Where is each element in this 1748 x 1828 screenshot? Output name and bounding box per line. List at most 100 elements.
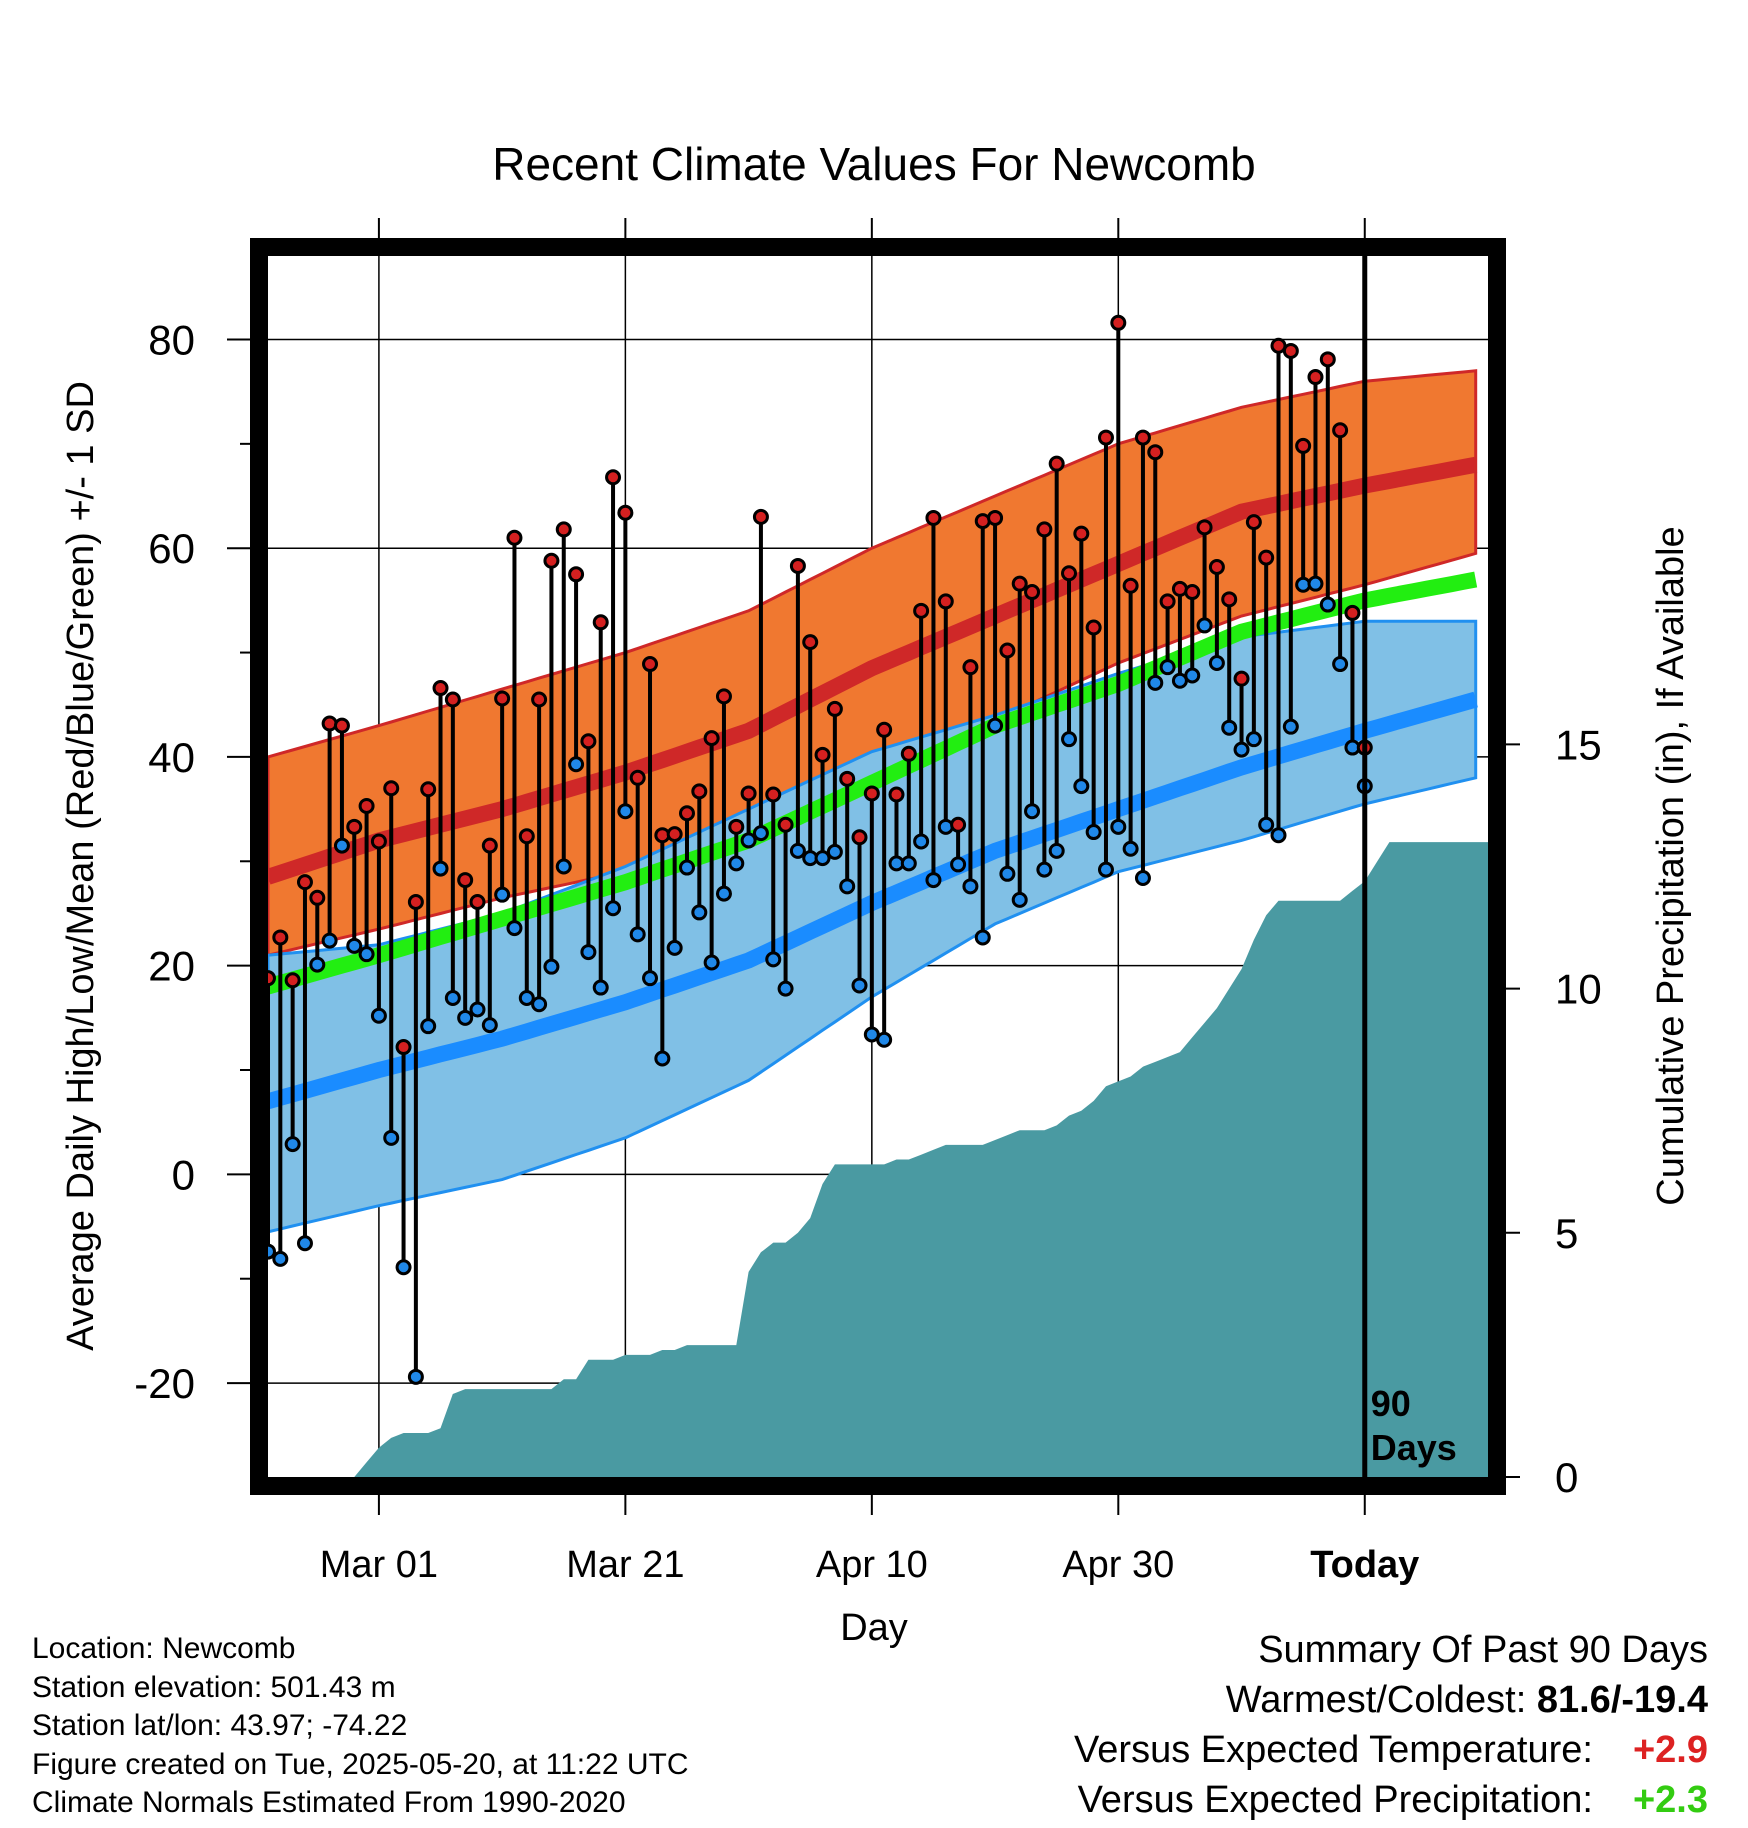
observed-low-point: [543, 958, 560, 975]
observed-high-point: [691, 783, 708, 800]
y-axis-label: Average Daily High/Low/Mean (Red/Blue/Gr…: [60, 381, 102, 1351]
observed-low-point: [666, 939, 683, 956]
observed-high-point: [1134, 429, 1151, 446]
axes: -20 0 20 40 60 80 0 5 10 15 Mar 01 Mar 21 Apr 10 Apr …: [134, 218, 1602, 1586]
observed-high-point: [469, 893, 486, 910]
observed-low-point: [950, 856, 967, 873]
observed-low-point: [925, 872, 942, 889]
observed-high-point: [1110, 314, 1127, 331]
observed-low-point: [309, 956, 326, 973]
observed-low-point: [395, 1259, 412, 1276]
observed-high-point: [580, 733, 597, 750]
observed-high-point: [876, 721, 893, 738]
observed-low-point: [469, 1001, 486, 1018]
observed-high-point: [481, 837, 498, 854]
observed-low-point: [728, 855, 745, 872]
x-tick-label: Today: [1310, 1544, 1419, 1586]
observed-high-point: [1258, 549, 1275, 566]
observed-low-point: [987, 717, 1004, 734]
observed-high-point: [321, 715, 338, 732]
observed-high-point: [346, 818, 363, 835]
observed-low-point: [420, 1018, 437, 1035]
observed-low-point: [962, 878, 979, 895]
observed-high-point: [395, 1039, 412, 1056]
observed-low-point: [678, 859, 695, 876]
observed-low-point: [568, 756, 585, 773]
observed-low-point: [1048, 842, 1065, 859]
observed-high-point: [913, 602, 930, 619]
observed-high-point: [1073, 525, 1090, 542]
y-tick-label: 80: [148, 316, 195, 363]
y2-tick-label: 15: [1555, 721, 1602, 768]
y-tick-label: -20: [134, 1360, 195, 1407]
observed-low-point: [605, 900, 622, 917]
observed-low-point: [407, 1368, 424, 1385]
observed-low-point: [1134, 869, 1151, 886]
observed-high-point: [1147, 444, 1164, 461]
observed-low-point: [592, 979, 609, 996]
temp-anomaly-row: Versus Expected Temperature: +2.9: [1074, 1725, 1708, 1775]
observed-high-point: [1208, 558, 1225, 575]
station-location: Location: Newcomb: [32, 1632, 296, 1665]
observed-low-point: [691, 904, 708, 921]
observed-high-point: [752, 508, 769, 525]
observed-high-point: [1245, 514, 1262, 531]
observed-low-point: [1332, 656, 1349, 673]
observed-high-point: [543, 552, 560, 569]
observed-high-point: [1332, 422, 1349, 439]
chart-title: Recent Climate Values For Newcomb: [492, 138, 1256, 190]
observed-high-point: [1024, 584, 1041, 601]
y-tick-label: 60: [148, 525, 195, 572]
observed-low-point: [900, 855, 917, 872]
observed-low-point: [851, 977, 868, 994]
observed-high-point: [1011, 575, 1028, 592]
today-label-days-word: Days: [1371, 1427, 1457, 1468]
warmest-coldest-label: Warmest/Coldest:: [1225, 1679, 1537, 1721]
y-tick-label: 0: [172, 1151, 195, 1198]
temp-anomaly-label: Versus Expected Temperature:: [1074, 1729, 1593, 1771]
observed-low-point: [777, 980, 794, 997]
observed-low-point: [518, 989, 535, 1006]
observed-high-point: [605, 469, 622, 486]
station-latlon: Station lat/lon: 43.97; -74.22: [32, 1709, 408, 1742]
observed-high-point: [900, 745, 917, 762]
observed-low-point: [531, 996, 548, 1013]
x-tick-label: Mar 01: [320, 1544, 438, 1586]
observed-low-point: [1110, 818, 1127, 835]
observed-high-point: [678, 805, 695, 822]
observed-high-point: [826, 700, 843, 717]
warmest-coldest-value: 81.6/-19.4: [1536, 1679, 1708, 1721]
observed-high-point: [1196, 519, 1213, 536]
observed-low-point: [974, 929, 991, 946]
observed-low-point: [715, 885, 732, 902]
observed-low-point: [284, 1136, 301, 1153]
observed-high-point: [568, 566, 585, 583]
observed-high-point: [1122, 577, 1139, 594]
observed-high-point: [333, 717, 350, 734]
summary-heading: Summary Of Past 90 Days: [1258, 1629, 1708, 1671]
observed-low-point: [789, 842, 806, 859]
observed-high-point: [777, 816, 794, 833]
x-tick-label: Mar 21: [566, 1544, 684, 1586]
y2-tick-label: 0: [1555, 1454, 1578, 1501]
observed-low-point: [555, 858, 572, 875]
observed-high-point: [506, 529, 523, 546]
observed-high-point: [789, 557, 806, 574]
observed-high-point: [1097, 429, 1114, 446]
observed-low-point: [999, 865, 1016, 882]
observed-high-point: [617, 504, 634, 521]
observed-low-point: [740, 832, 757, 849]
observed-high-point: [728, 818, 745, 835]
observed-high-point: [592, 614, 609, 631]
observed-low-point: [1147, 674, 1164, 691]
y-tick-label: 40: [148, 734, 195, 781]
observed-high-point: [937, 593, 954, 610]
observed-low-point: [1122, 840, 1139, 857]
observed-low-point: [506, 920, 523, 937]
observed-high-point: [950, 816, 967, 833]
observed-high-point: [1085, 619, 1102, 636]
observed-low-point: [481, 1017, 498, 1034]
observed-low-point: [1196, 617, 1213, 634]
observed-low-point: [1319, 596, 1336, 613]
observed-low-point: [1208, 655, 1225, 671]
